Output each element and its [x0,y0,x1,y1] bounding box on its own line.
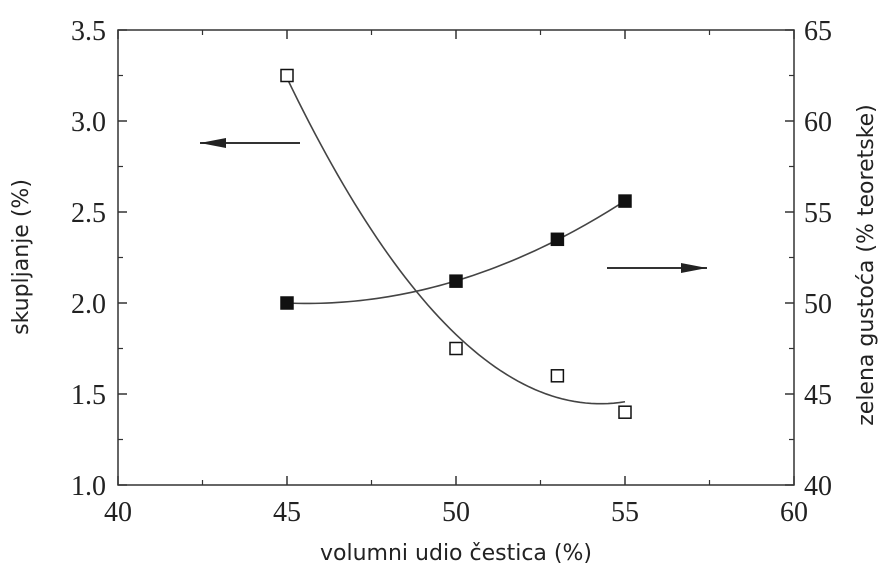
y-tick-label: 3.0 [71,107,106,138]
right-axis-arrow-head [681,263,707,273]
x-axis-title: volumni udio čestica (%) [320,541,592,566]
filled-square-marker [280,296,294,310]
y-tick-label: 1.5 [71,380,106,411]
filled-square-marker [550,232,565,247]
open-square-marker [449,341,463,356]
y2-tick-label: 45 [804,380,832,411]
filled-square-marker [618,194,632,208]
left-axis-arrow-head [200,138,226,148]
ticks [117,29,795,486]
y-tick-label: 1.0 [71,471,106,502]
y-tick-label: 2.0 [71,289,106,320]
open-square-marker [280,68,294,83]
open-square-marker [550,369,565,383]
plot-frame [117,29,795,486]
y-tick-label: 3.5 [71,16,106,47]
y-tick-label: 2.5 [71,198,106,229]
y2-tick-label: 65 [804,16,832,47]
x-tick-label: 45 [273,497,301,528]
x-tick-label: 50 [442,497,470,528]
y2-tick-label: 40 [804,471,832,502]
y2-tick-label: 50 [804,289,832,320]
y-axis-title: skupljanje (%) [9,179,34,335]
x-tick-label: 60 [780,497,808,528]
y2-tick-label: 60 [804,107,832,138]
data-markers [280,68,632,419]
x-tick-label: 40 [104,497,132,528]
x-tick-label: 55 [611,497,639,528]
open-square-marker [618,405,632,419]
y2-tick-label: 55 [804,198,832,229]
axis-arrows [200,138,707,273]
filled-square-marker [449,274,463,288]
fit-curve-series-1 [286,77,626,405]
y2-axis-title: zelena gustoća (% teoretske) [854,104,879,426]
fit-curve-series-2 [286,200,626,305]
tick-labels: 40 45 50 55 60 1.0 1.5 2.0 2.5 3.0 3.5 40 45 50 55 60 65 [71,16,832,528]
